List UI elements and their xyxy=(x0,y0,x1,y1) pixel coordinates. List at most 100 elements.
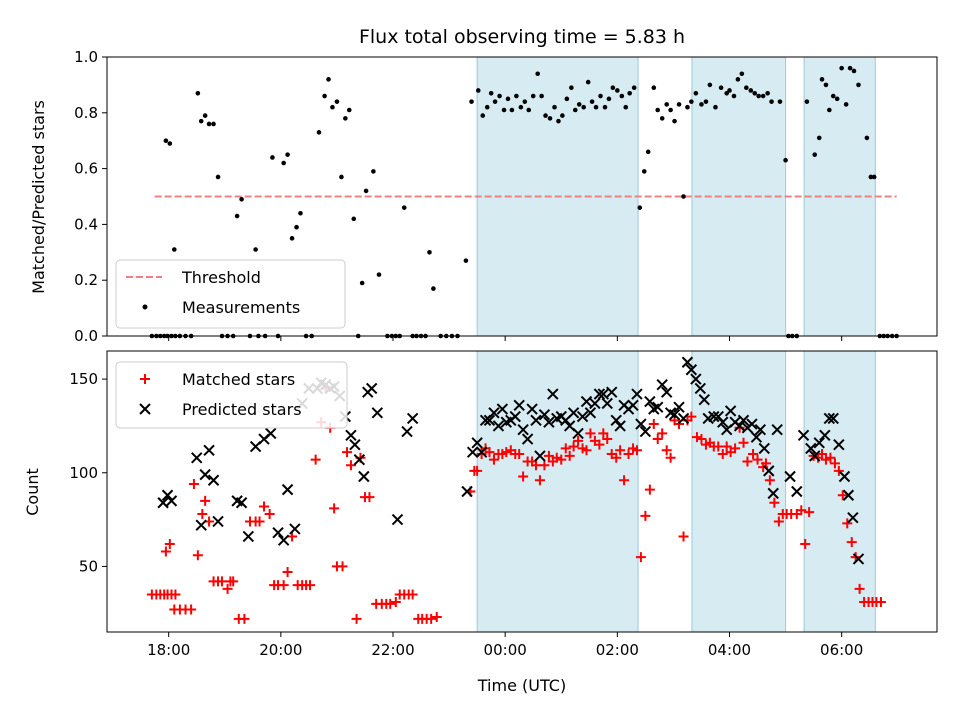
bottom-predicted-point xyxy=(717,416,729,428)
bottom-matched-point xyxy=(564,450,575,461)
top-measurement-point xyxy=(606,96,612,102)
bottom-predicted-point xyxy=(660,386,673,398)
legend-matched-swatch xyxy=(140,374,150,384)
bottom-x-tick-label: 22:00 xyxy=(371,641,414,659)
top-measurement-point xyxy=(843,102,849,107)
bottom-matched-point xyxy=(598,428,609,439)
bottom-matched-point xyxy=(602,434,613,445)
top-measurement-point xyxy=(270,155,275,160)
top-measurement-point xyxy=(202,113,208,118)
bottom-predicted-point xyxy=(483,414,496,427)
top-measurement-point xyxy=(285,152,290,157)
bottom-matched-point xyxy=(345,460,356,471)
bottom-matched-point xyxy=(543,450,554,461)
bottom-y-tick-label: 150 xyxy=(69,370,98,388)
bottom-matched-point xyxy=(796,505,807,516)
bottom-matched-point xyxy=(216,576,227,587)
bottom-matched-point xyxy=(661,445,672,456)
top-measurement-point xyxy=(543,113,548,118)
bottom-predicted-point xyxy=(203,444,215,456)
top-measurement-point xyxy=(681,194,686,199)
top-measurement-point xyxy=(847,65,853,71)
bottom-x-tick-label: 02:00 xyxy=(596,641,639,659)
top-measurement-point xyxy=(514,93,519,99)
top-measurement-point xyxy=(703,99,709,104)
top-measurement-point xyxy=(322,93,327,99)
bottom-matched-point xyxy=(652,434,663,445)
bottom-predicted-point xyxy=(746,418,758,430)
bottom-matched-point xyxy=(615,445,626,456)
top-measurement-point xyxy=(234,213,240,219)
top-measurement-point xyxy=(198,118,204,124)
top-measurement-point xyxy=(816,135,822,141)
bottom-predicted-point xyxy=(401,425,413,438)
bottom-predicted-point xyxy=(805,442,817,455)
top-measurement-point xyxy=(475,88,481,93)
bottom-predicted-point xyxy=(610,414,622,427)
bottom-predicted-point xyxy=(526,403,538,415)
bottom-matched-point xyxy=(691,432,702,443)
bottom-predicted-point xyxy=(289,523,301,535)
bottom-matched-point xyxy=(842,518,853,529)
top-measurement-point xyxy=(522,99,528,104)
bottom-predicted-point xyxy=(365,382,378,395)
bottom-matched-point xyxy=(390,597,401,608)
top-measurement-point xyxy=(564,96,570,102)
bottom-matched-point xyxy=(531,460,542,471)
bottom-predicted-point xyxy=(631,388,643,400)
bottom-predicted-point xyxy=(724,405,737,417)
legend-threshold-label: Threshold xyxy=(181,268,261,287)
top-measurement-point xyxy=(518,104,524,110)
top-measurement-point xyxy=(535,71,541,77)
top-y-tick-label: 0.0 xyxy=(74,327,98,345)
bottom-matched-point xyxy=(657,428,668,439)
bottom-matched-point xyxy=(730,443,741,454)
top-measurement-point xyxy=(552,104,557,110)
top-measurement-point xyxy=(488,90,494,96)
bottom-predicted-point xyxy=(195,519,207,531)
bottom-predicted-point xyxy=(534,450,546,462)
top-measurement-point xyxy=(253,247,258,252)
top-measurement-point xyxy=(497,93,502,99)
bottom-predicted-point xyxy=(513,399,525,412)
top-measurement-point xyxy=(326,77,331,82)
legend-measurements-swatch xyxy=(142,304,148,310)
chart-title: Flux total observing time = 5.83 h xyxy=(359,26,685,48)
bottom-predicted-point xyxy=(606,386,618,398)
bottom-matched-point xyxy=(278,580,289,591)
bottom-x-tick-label: 04:00 xyxy=(708,641,751,659)
bottom-predicted-point xyxy=(161,489,174,501)
top-measurement-point xyxy=(783,157,788,163)
top-measurement-point xyxy=(163,138,169,143)
bottom-matched-point xyxy=(534,475,545,486)
top-measurement-point xyxy=(598,93,603,99)
bottom-matched-point xyxy=(833,465,844,476)
bottom-x-tick-label: 00:00 xyxy=(484,641,527,659)
top-measurement-point xyxy=(581,104,586,110)
bottom-predicted-point xyxy=(784,470,796,483)
bottom-predicted-point xyxy=(349,438,361,451)
bottom-matched-point xyxy=(619,475,630,486)
bottom-matched-point xyxy=(426,613,437,624)
top-measurement-point xyxy=(371,169,376,174)
bottom-matched-point xyxy=(351,613,362,624)
top-measurement-point xyxy=(576,102,582,107)
bottom-predicted-point xyxy=(644,395,656,408)
bottom-matched-point xyxy=(678,531,689,542)
top-measurement-point xyxy=(651,85,657,90)
bottom-predicted-point xyxy=(353,453,366,466)
bottom-matched-point xyxy=(674,419,685,430)
top-measurement-point xyxy=(589,99,595,104)
top-measurement-point xyxy=(526,107,532,113)
top-measurement-point xyxy=(346,107,352,113)
top-measurement-point xyxy=(819,77,825,82)
bottom-predicted-point xyxy=(673,401,685,413)
bottom-matched-point xyxy=(282,567,293,578)
bottom-predicted-point xyxy=(265,427,277,440)
top-measurement-point xyxy=(689,99,694,104)
top-measurement-point xyxy=(727,88,732,93)
bottom-predicted-point xyxy=(572,427,584,440)
top-measurement-point xyxy=(637,205,643,210)
bottom-predicted-point xyxy=(838,470,851,483)
bottom-matched-point xyxy=(197,508,208,519)
